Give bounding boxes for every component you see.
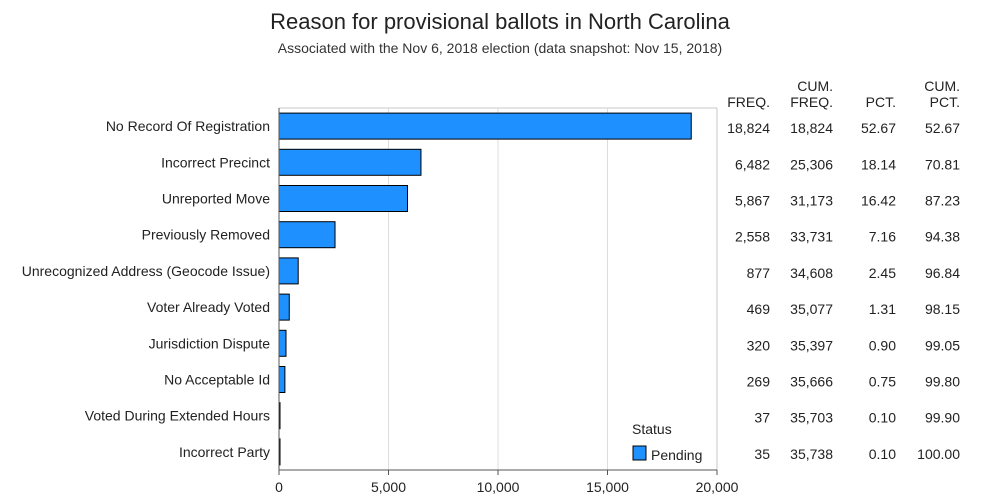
table-cell: 35,077 bbox=[790, 301, 833, 317]
chart-title: Reason for provisional ballots in North … bbox=[270, 9, 731, 34]
table-cell: 31,173 bbox=[790, 193, 833, 209]
table-cell: 2,558 bbox=[735, 229, 770, 245]
category-label: Unrecognized Address (Geocode Issue) bbox=[22, 263, 270, 279]
table-header: FREQ. bbox=[727, 94, 770, 110]
table-cell: 100.00 bbox=[917, 446, 960, 462]
table-cell: 96.84 bbox=[925, 265, 960, 281]
bar bbox=[278, 112, 692, 140]
table-cell: 99.80 bbox=[925, 374, 960, 390]
table-cell: 0.10 bbox=[869, 446, 896, 462]
category-label: Voter Already Voted bbox=[147, 299, 270, 315]
table-cell: 6,482 bbox=[735, 156, 770, 172]
category-label: Incorrect Party bbox=[179, 444, 270, 460]
table-cell: 98.15 bbox=[925, 301, 960, 317]
table-cell: 16.42 bbox=[861, 193, 896, 209]
legend-swatch bbox=[632, 445, 647, 461]
table-cell: 0.10 bbox=[869, 410, 896, 426]
table-cell: 37 bbox=[754, 410, 770, 426]
table-header: PCT. bbox=[866, 94, 896, 110]
table-cell: 52.67 bbox=[861, 120, 896, 136]
category-label: Voted During Extended Hours bbox=[85, 408, 270, 424]
table-header-line1: CUM. bbox=[924, 78, 960, 94]
table-cell: 7.16 bbox=[869, 229, 896, 245]
table-cell: 87.23 bbox=[925, 193, 960, 209]
table-cell: 18,824 bbox=[790, 120, 833, 136]
table-cell: 94.38 bbox=[925, 229, 960, 245]
category-label: Jurisdiction Dispute bbox=[149, 335, 271, 351]
category-labels: No Record Of Registration Incorrect Preci… bbox=[22, 118, 270, 460]
bars bbox=[278, 112, 692, 466]
plot-area: 0 5,000 10,000 15,000 20,000 bbox=[275, 107, 739, 495]
x-tick-label: 20,000 bbox=[696, 479, 739, 495]
bar bbox=[278, 148, 422, 176]
table-header-line1: CUM. bbox=[797, 78, 833, 94]
x-tick-label: 15,000 bbox=[586, 479, 629, 495]
table-cell: 34,608 bbox=[790, 265, 833, 281]
table-cell: 35,738 bbox=[790, 446, 833, 462]
bar bbox=[278, 221, 336, 249]
chart-subtitle: Associated with the Nov 6, 2018 election… bbox=[278, 40, 722, 56]
legend: Status Pending bbox=[632, 421, 702, 463]
legend-title: Status bbox=[632, 421, 672, 437]
table-cell: 18,824 bbox=[727, 120, 770, 136]
table-cell: 320 bbox=[747, 337, 771, 353]
table-cell: 35,666 bbox=[790, 374, 833, 390]
table-cell: 5,867 bbox=[735, 193, 770, 209]
bar bbox=[278, 366, 286, 393]
bar bbox=[278, 257, 299, 285]
bar bbox=[278, 329, 287, 357]
x-tick-label: 10,000 bbox=[477, 479, 520, 495]
table-header: PCT. bbox=[930, 94, 960, 110]
x-tick-label: 5,000 bbox=[371, 479, 406, 495]
table-cell: 99.90 bbox=[925, 410, 960, 426]
bar bbox=[278, 293, 290, 321]
category-label: No Acceptable Id bbox=[164, 372, 270, 388]
table-header: FREQ. bbox=[790, 94, 833, 110]
table-cell: 0.75 bbox=[869, 374, 896, 390]
table-cell: 35 bbox=[754, 446, 770, 462]
x-tick-label: 0 bbox=[275, 479, 283, 495]
table-cell: 469 bbox=[747, 301, 771, 317]
category-label: No Record Of Registration bbox=[106, 118, 270, 134]
table-cell: 18.14 bbox=[861, 156, 896, 172]
table-cell: 1.31 bbox=[869, 301, 896, 317]
table-cell: 0.90 bbox=[869, 337, 896, 353]
x-axis: 0 5,000 10,000 15,000 20,000 bbox=[275, 108, 739, 495]
table-cell: 70.81 bbox=[925, 156, 960, 172]
table-cell: 33,731 bbox=[790, 229, 833, 245]
table-cell: 269 bbox=[747, 374, 771, 390]
bar bbox=[278, 185, 408, 212]
table-cell: 99.05 bbox=[925, 337, 960, 353]
table-cell: 35,397 bbox=[790, 337, 833, 353]
table-cell: 2.45 bbox=[869, 265, 896, 281]
legend-label: Pending bbox=[651, 447, 702, 463]
category-label: Previously Removed bbox=[142, 227, 270, 243]
category-label: Unreported Move bbox=[162, 191, 270, 207]
table-cell: 25,306 bbox=[790, 156, 833, 172]
frequency-table: FREQ.CUM.FREQ. PCT.CUM.PCT.18,824 18,824 52… bbox=[727, 78, 960, 462]
table-cell: 877 bbox=[747, 265, 771, 281]
table-cell: 35,703 bbox=[790, 410, 833, 426]
table-cell: 52.67 bbox=[925, 120, 960, 136]
category-label: Incorrect Precinct bbox=[161, 154, 270, 170]
